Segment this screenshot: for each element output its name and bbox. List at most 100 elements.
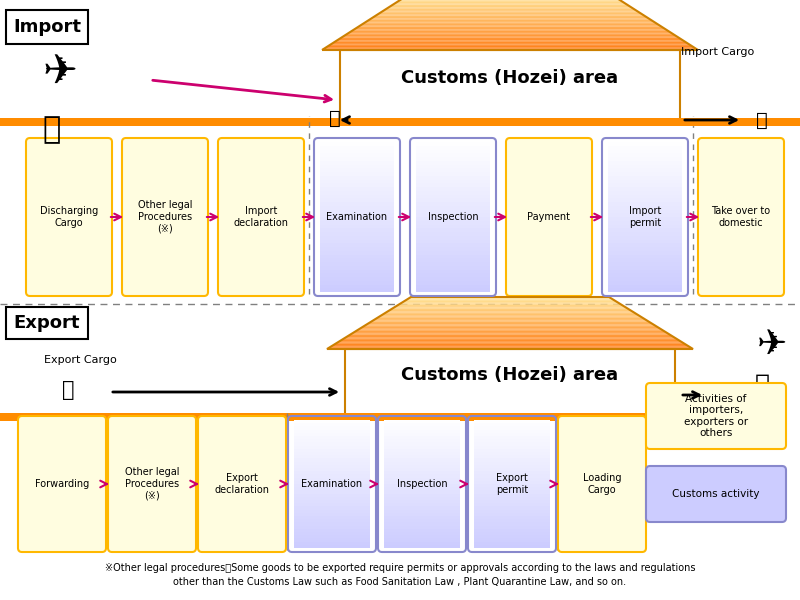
Bar: [320, 194, 394, 198]
Polygon shape: [373, 319, 646, 320]
Bar: [294, 445, 370, 449]
Bar: [320, 142, 394, 146]
Bar: [320, 172, 394, 176]
Text: Take over to
domestic: Take over to domestic: [711, 206, 770, 228]
Polygon shape: [371, 17, 649, 19]
Bar: [294, 429, 370, 433]
Bar: [416, 217, 490, 221]
Bar: [474, 474, 550, 478]
Bar: [294, 515, 370, 519]
Bar: [294, 509, 370, 513]
Bar: [294, 499, 370, 503]
Bar: [608, 235, 682, 239]
Bar: [294, 426, 370, 430]
Polygon shape: [405, 299, 615, 301]
Bar: [416, 187, 490, 191]
Polygon shape: [367, 20, 653, 21]
Text: Inspection: Inspection: [428, 212, 478, 222]
Bar: [608, 145, 682, 149]
Bar: [474, 509, 550, 513]
Text: other than the Customs Law such as Food Sanitation Law , Plant Quarantine Law, a: other than the Customs Law such as Food …: [174, 577, 626, 587]
Bar: [294, 436, 370, 439]
Text: Payment: Payment: [527, 212, 570, 222]
Bar: [384, 442, 460, 446]
Bar: [320, 224, 394, 228]
Bar: [474, 480, 550, 484]
Bar: [384, 470, 460, 475]
Bar: [384, 439, 460, 442]
Bar: [608, 288, 682, 292]
Bar: [294, 467, 370, 471]
Polygon shape: [386, 311, 634, 313]
Bar: [320, 157, 394, 161]
Bar: [474, 422, 550, 427]
Bar: [416, 149, 490, 153]
Bar: [474, 535, 550, 538]
Polygon shape: [395, 2, 625, 3]
Bar: [384, 467, 460, 471]
Bar: [320, 160, 394, 164]
Bar: [294, 474, 370, 478]
Text: Inspection: Inspection: [397, 479, 447, 489]
Text: Export: Export: [14, 314, 80, 332]
Bar: [416, 280, 490, 284]
Polygon shape: [354, 331, 666, 332]
Bar: [294, 538, 370, 542]
Polygon shape: [378, 317, 642, 318]
Bar: [384, 436, 460, 439]
Polygon shape: [362, 326, 658, 327]
Polygon shape: [322, 49, 698, 50]
Polygon shape: [401, 302, 619, 304]
Bar: [474, 493, 550, 497]
Bar: [320, 168, 394, 172]
Bar: [416, 209, 490, 213]
Polygon shape: [398, 1, 622, 2]
Bar: [608, 153, 682, 157]
Bar: [384, 422, 460, 427]
Bar: [474, 487, 550, 490]
Bar: [384, 458, 460, 461]
Bar: [320, 183, 394, 187]
Bar: [474, 538, 550, 542]
Bar: [294, 487, 370, 490]
Polygon shape: [354, 28, 666, 29]
Bar: [608, 247, 682, 251]
Bar: [384, 522, 460, 526]
Bar: [474, 496, 550, 500]
Bar: [320, 153, 394, 157]
Bar: [294, 503, 370, 506]
Polygon shape: [379, 315, 641, 317]
Bar: [294, 458, 370, 461]
Polygon shape: [346, 336, 674, 337]
Bar: [320, 232, 394, 236]
FancyBboxPatch shape: [506, 138, 592, 296]
Bar: [294, 532, 370, 535]
Bar: [416, 243, 490, 247]
Polygon shape: [382, 10, 638, 11]
Text: ✈: ✈: [42, 51, 78, 93]
Text: ✈: ✈: [757, 328, 787, 362]
Bar: [294, 477, 370, 481]
Text: Export
permit: Export permit: [496, 473, 528, 495]
Polygon shape: [371, 320, 649, 322]
Bar: [294, 455, 370, 458]
Text: Import
permit: Import permit: [629, 206, 661, 228]
Text: Loading
Cargo: Loading Cargo: [582, 473, 622, 495]
Bar: [416, 142, 490, 146]
Polygon shape: [365, 21, 655, 22]
Bar: [294, 544, 370, 548]
Bar: [474, 522, 550, 526]
Polygon shape: [361, 327, 659, 328]
Text: 🚜: 🚜: [713, 386, 723, 404]
Bar: [320, 269, 394, 273]
Bar: [320, 265, 394, 269]
Text: Forwarding: Forwarding: [35, 479, 89, 489]
Bar: [608, 269, 682, 273]
Bar: [608, 149, 682, 153]
Bar: [320, 179, 394, 183]
Bar: [320, 228, 394, 232]
Bar: [474, 429, 550, 433]
Polygon shape: [394, 306, 626, 307]
Polygon shape: [384, 9, 636, 10]
Bar: [320, 277, 394, 281]
